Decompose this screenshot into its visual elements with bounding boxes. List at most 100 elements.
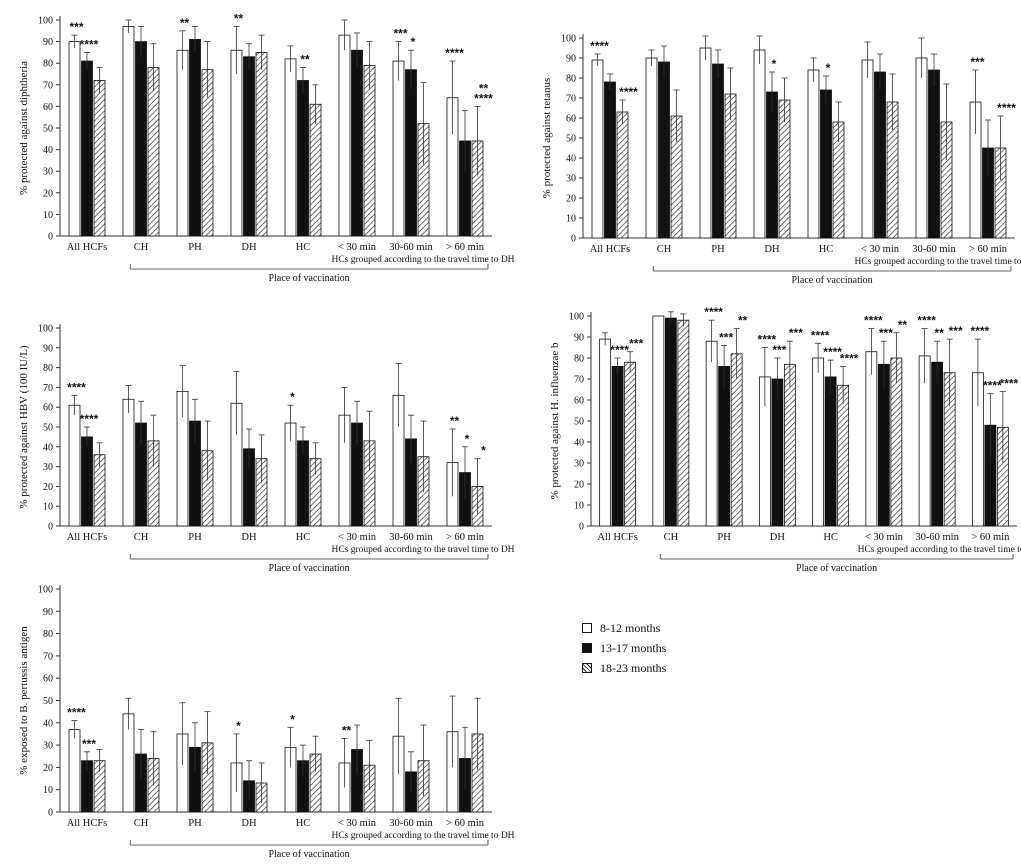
bar bbox=[874, 71, 886, 239]
x-tick-label: All HCFs bbox=[597, 532, 638, 543]
y-tick-label: 90 bbox=[566, 54, 576, 65]
significance-stars: **** bbox=[758, 333, 777, 347]
x-tick-label: All HCFs bbox=[67, 532, 108, 543]
significance-stars: **** bbox=[590, 39, 609, 53]
bar bbox=[599, 338, 612, 527]
significance-stars: *** bbox=[629, 337, 643, 351]
y-tick-label: 80 bbox=[43, 629, 53, 640]
significance-stars: *** bbox=[879, 326, 893, 340]
x-tick-label: All HCFs bbox=[590, 244, 631, 255]
x-tick-label: < 30 min bbox=[338, 532, 377, 543]
significance-stars: *** bbox=[719, 330, 733, 344]
x-tick-label: > 60 min bbox=[446, 242, 485, 253]
x-tick-label: HC bbox=[296, 818, 311, 829]
bar bbox=[122, 398, 135, 527]
significance-stars: **** bbox=[67, 380, 86, 394]
bar bbox=[645, 57, 658, 239]
significance-stars: **** bbox=[619, 85, 638, 99]
x-tick-label: > 60 min bbox=[971, 532, 1010, 543]
significance-stars: *** bbox=[772, 343, 786, 357]
significance-stars: *** bbox=[970, 55, 984, 69]
y-tick-label: 40 bbox=[43, 442, 53, 453]
y-tick-label: 30 bbox=[566, 174, 576, 185]
y-tick-label: 90 bbox=[574, 333, 584, 344]
bar bbox=[712, 63, 724, 239]
significance-stars: **** bbox=[1000, 377, 1019, 391]
x-tick-label: 30-60 min bbox=[389, 818, 433, 829]
significance-stars: ** bbox=[738, 314, 748, 328]
group-note: HCs grouped according to the travel time… bbox=[331, 545, 514, 555]
y-tick-label: 10 bbox=[43, 210, 53, 221]
significance-stars: *** bbox=[393, 27, 407, 41]
x-axis-label: Place of vaccination bbox=[269, 273, 350, 284]
bar bbox=[771, 378, 784, 527]
y-tick-label: 100 bbox=[38, 324, 53, 335]
y-tick-label: 90 bbox=[43, 37, 53, 48]
significance-stars: * bbox=[290, 712, 295, 726]
bar bbox=[652, 315, 665, 527]
significance-stars: * bbox=[236, 719, 241, 733]
x-tick-label: PH bbox=[188, 818, 202, 829]
bar bbox=[338, 34, 351, 237]
y-tick-label: 40 bbox=[566, 154, 576, 165]
bar bbox=[824, 376, 837, 527]
legend-item: 18-23 months bbox=[582, 658, 742, 678]
significance-stars: * bbox=[411, 35, 416, 49]
legend-label: 13-17 months bbox=[600, 640, 667, 655]
significance-stars: ** bbox=[180, 16, 190, 30]
y-tick-label: 50 bbox=[574, 417, 584, 428]
x-tick-label: HC bbox=[819, 244, 834, 255]
x-tick-label: DH bbox=[770, 532, 786, 543]
y-tick-label: 80 bbox=[43, 59, 53, 70]
y-axis-label: % protected against tetanus bbox=[541, 78, 553, 199]
x-tick-label: DH bbox=[764, 244, 780, 255]
legend: 8-12 months 13-17 months 18-23 months bbox=[582, 618, 742, 678]
bar bbox=[309, 103, 322, 237]
significance-stars: **** bbox=[474, 91, 493, 105]
y-tick-label: 100 bbox=[561, 34, 576, 45]
chart-svg: 0 10 20 30 40 50 60 70 80 90 100 % protected agains… bbox=[541, 34, 1021, 287]
bar bbox=[297, 80, 309, 237]
y-tick-label: 70 bbox=[574, 375, 584, 386]
x-tick-label: HC bbox=[823, 532, 838, 543]
chart-svg: 0 10 20 30 40 50 60 70 80 90 100 % protected agains… bbox=[18, 11, 515, 284]
bar bbox=[68, 729, 81, 813]
bar bbox=[604, 81, 616, 239]
x-tick-label: CH bbox=[657, 244, 672, 255]
y-tick-label: 80 bbox=[43, 363, 53, 374]
significance-stars: ** bbox=[479, 81, 489, 95]
significance-stars: *** bbox=[949, 324, 963, 338]
x-tick-label: < 30 min bbox=[338, 242, 377, 253]
significance-stars: **** bbox=[445, 46, 464, 60]
y-tick-label: 10 bbox=[566, 214, 576, 225]
y-tick-label: 0 bbox=[571, 234, 576, 245]
x-tick-label: PH bbox=[711, 244, 725, 255]
y-tick-label: 90 bbox=[43, 343, 53, 354]
y-tick-label: 20 bbox=[43, 188, 53, 199]
x-tick-label: > 60 min bbox=[969, 244, 1008, 255]
bar bbox=[820, 89, 832, 239]
y-tick-label: 20 bbox=[43, 482, 53, 493]
y-tick-label: 70 bbox=[566, 94, 576, 105]
y-tick-label: 70 bbox=[43, 383, 53, 394]
y-tick-label: 100 bbox=[38, 16, 53, 27]
significance-stars: **** bbox=[840, 351, 859, 365]
y-tick-label: 100 bbox=[38, 585, 53, 596]
bar bbox=[284, 58, 297, 237]
group-note: HCs grouped according to the travel time… bbox=[331, 831, 514, 841]
x-tick-label: CH bbox=[134, 532, 149, 543]
x-tick-label: 30-60 min bbox=[389, 242, 433, 253]
y-tick-label: 60 bbox=[43, 674, 53, 685]
y-axis-label: % protected against diphtheria bbox=[18, 61, 30, 195]
x-tick-label: HC bbox=[296, 242, 311, 253]
hib-chart: 0 10 20 30 40 50 60 70 80 90 100 % protected agains… bbox=[525, 290, 1021, 580]
legend-swatch-open bbox=[582, 623, 592, 633]
y-axis-label: % exposed to B. pertussis antigen bbox=[18, 626, 30, 775]
bar bbox=[677, 319, 690, 527]
significance-stars: **** bbox=[864, 314, 883, 328]
y-tick-label: 0 bbox=[48, 232, 53, 243]
diphtheria-chart: 0 10 20 30 40 50 60 70 80 90 100 % protected agains… bbox=[0, 0, 515, 290]
x-tick-label: > 60 min bbox=[446, 818, 485, 829]
bar bbox=[611, 366, 624, 527]
x-tick-label: 30-60 min bbox=[389, 532, 433, 543]
